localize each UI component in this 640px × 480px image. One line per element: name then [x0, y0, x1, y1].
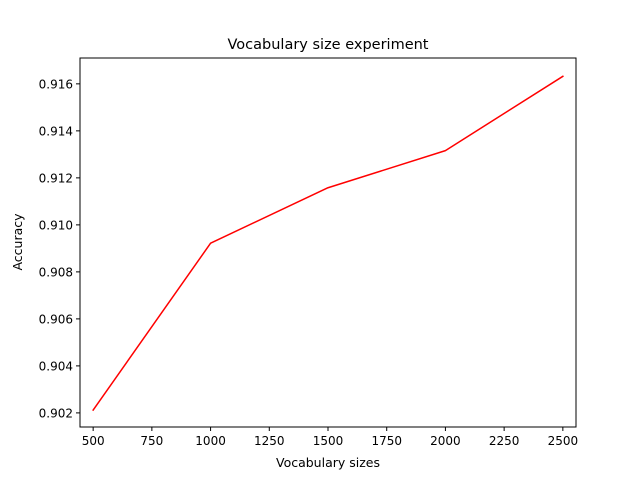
x-tick-label: 1000: [195, 434, 226, 448]
y-tick-label: 0.906: [39, 312, 73, 326]
y-tick-label: 0.902: [39, 406, 73, 420]
series-line: [92, 75, 564, 412]
y-axis-label: Accuracy: [10, 213, 25, 271]
x-tick-label: 500: [82, 434, 105, 448]
y-tick-label: 0.904: [39, 359, 73, 373]
y-tick-label: 0.912: [39, 171, 73, 185]
y-tick-label: 0.908: [39, 265, 73, 279]
x-tick-label: 2500: [548, 434, 579, 448]
y-tick-label: 0.916: [39, 77, 73, 91]
chart-title: Vocabulary size experiment: [228, 37, 429, 53]
x-tick-label: 1500: [313, 434, 344, 448]
x-tick-label: 2250: [489, 434, 520, 448]
y-tick-label: 0.914: [39, 124, 73, 138]
x-tick-label: 1750: [371, 434, 402, 448]
x-tick-label: 2000: [430, 434, 461, 448]
x-axis-label: Vocabulary sizes: [276, 455, 380, 470]
x-tick-label: 1250: [254, 434, 285, 448]
x-axis-ticks: 500 750 1000 1250 1500 1750 2000 2250 2500: [82, 427, 578, 448]
axes-frame: [79, 57, 577, 428]
y-tick-label: 0.910: [39, 218, 73, 232]
plot-area: 500 750 1000 1250 1500 1750 2000 2250 2500 0.902…: [39, 57, 578, 448]
series-layer: [92, 75, 564, 412]
y-axis-ticks: 0.902 0.904 0.906 0.908 0.910 0.912 0.914 0.916: [39, 77, 80, 420]
x-tick-label: 750: [140, 434, 163, 448]
